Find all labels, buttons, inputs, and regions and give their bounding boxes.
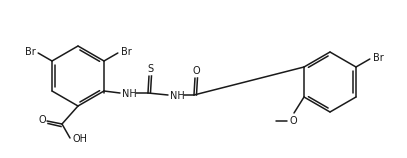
Text: Br: Br xyxy=(25,47,35,57)
Text: O: O xyxy=(192,66,200,76)
Text: NH: NH xyxy=(170,91,184,101)
Text: O: O xyxy=(289,116,297,126)
Text: O: O xyxy=(38,115,46,125)
Text: Br: Br xyxy=(121,47,132,57)
Text: NH: NH xyxy=(122,89,136,99)
Text: OH: OH xyxy=(72,134,88,144)
Text: S: S xyxy=(147,64,153,74)
Text: Br: Br xyxy=(374,53,384,63)
